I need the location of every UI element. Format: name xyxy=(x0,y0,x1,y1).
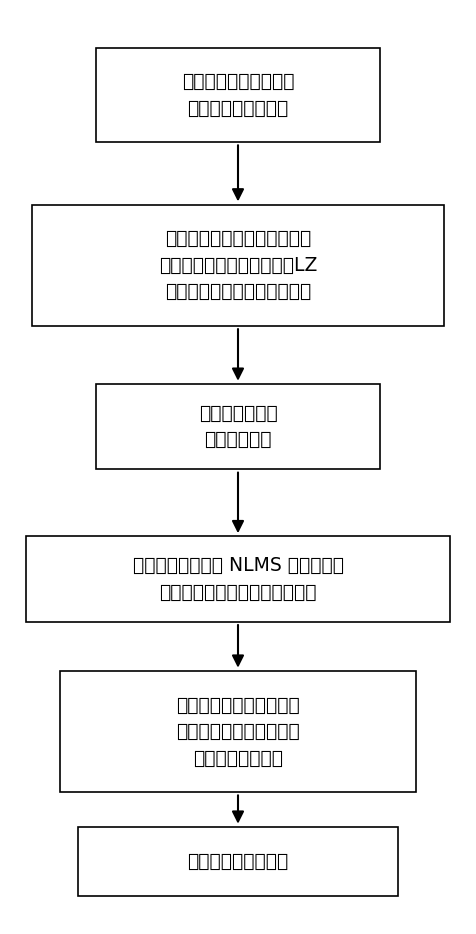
Text: 采用改进的自适应 NLMS 算法对特征
向量进行特定时间段的提前预测: 采用改进的自适应 NLMS 算法对特征 向量进行特定时间段的提前预测 xyxy=(132,557,344,601)
FancyBboxPatch shape xyxy=(96,384,380,469)
FancyBboxPatch shape xyxy=(78,827,398,897)
FancyBboxPatch shape xyxy=(60,671,416,792)
FancyBboxPatch shape xyxy=(96,48,380,142)
Text: 得到疲劳的分类结果: 得到疲劳的分类结果 xyxy=(188,852,288,871)
FancyBboxPatch shape xyxy=(32,205,444,326)
Text: 将处理过的特征向量作为
小脑模型神经网络的输入
变量进行训练预测: 将处理过的特征向量作为 小脑模型神经网络的输入 变量进行训练预测 xyxy=(176,696,300,768)
Text: 将信号进行分段处理，并分别
求出每段信号的小波包熵、LZ
复杂度和多尺度熵非线性特征: 将信号进行分段处理，并分别 求出每段信号的小波包熵、LZ 复杂度和多尺度熵非线性… xyxy=(159,229,317,302)
FancyBboxPatch shape xyxy=(26,536,450,622)
Text: 对采集到的表面肌电信
号进行消噪等预处理: 对采集到的表面肌电信 号进行消噪等预处理 xyxy=(182,72,294,118)
Text: 对特征参数进行
归一化等处理: 对特征参数进行 归一化等处理 xyxy=(198,403,278,449)
